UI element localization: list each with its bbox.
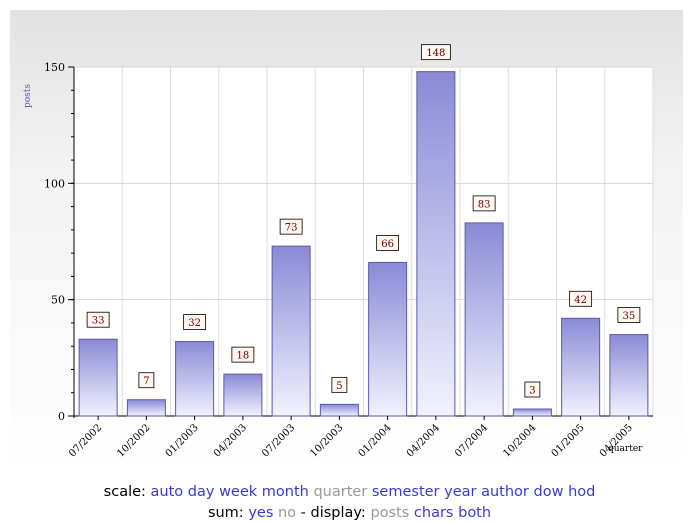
- bar-chart: 0 50 100 150 posts quarter 33 07/2002 7 10/2002 32…: [23, 44, 654, 459]
- bar: [126, 399, 166, 417]
- data-label: 18: [237, 351, 250, 362]
- scale-row: scale: auto day week month quarter semes…: [0, 482, 699, 503]
- data-label: 3: [529, 386, 535, 397]
- bar: [271, 245, 311, 417]
- data-label-box: [472, 195, 496, 212]
- data-label: 7: [143, 376, 149, 387]
- x-tick-label: 07/2004: [453, 422, 490, 459]
- scale-option-day[interactable]: day: [187, 484, 215, 500]
- sum-display-row: sum: yes no - display: posts chars both: [0, 503, 699, 524]
- scale-option-author[interactable]: author: [481, 484, 529, 500]
- bar: [368, 261, 408, 417]
- data-label: 35: [623, 311, 636, 322]
- data-label-box: [524, 381, 541, 398]
- display-option-posts: posts: [370, 505, 410, 521]
- sum-option-no: no: [277, 505, 297, 521]
- scale-label: scale:: [103, 484, 146, 500]
- x-axis-label: quarter: [608, 444, 643, 454]
- data-label-box: [617, 307, 641, 323]
- sum-label: sum:: [207, 505, 244, 521]
- x-tick-label: 10/2003: [308, 422, 345, 459]
- grid: [73, 66, 654, 417]
- scale-options: auto day week month quarter semester yea…: [151, 484, 596, 500]
- bar: [175, 341, 215, 417]
- y-tick-label: 50: [51, 294, 65, 307]
- display-option-both[interactable]: both: [458, 505, 492, 521]
- scale-option-quarter: quarter: [313, 484, 368, 500]
- data-label: 148: [426, 48, 445, 59]
- sum-options: yes no: [248, 505, 300, 521]
- y-tick-label: 150: [44, 61, 65, 74]
- display-label: display:: [310, 505, 366, 521]
- x-tick-label: 10/2002: [115, 422, 152, 459]
- x-tick-label: 07/2003: [260, 422, 297, 459]
- bar: [512, 408, 552, 417]
- display-options: posts chars both: [370, 505, 491, 521]
- y-tick-label: 100: [44, 177, 65, 190]
- data-label-box: [231, 346, 255, 363]
- scale-option-hod[interactable]: hod: [568, 484, 596, 500]
- scale-option-week[interactable]: week: [219, 484, 258, 500]
- data-label: 83: [478, 199, 491, 210]
- data-label: 5: [336, 381, 342, 392]
- bar: [609, 334, 649, 417]
- data-label-box: [279, 218, 303, 235]
- scale-option-dow[interactable]: dow: [533, 484, 564, 500]
- bar: [416, 71, 456, 417]
- x-tick-label: 07/2002: [67, 422, 104, 459]
- data-label-box: [138, 372, 155, 389]
- x-tick-label: 01/2005: [550, 422, 587, 459]
- data-label: 33: [92, 316, 105, 327]
- x-tick-label: 01/2004: [357, 422, 394, 459]
- bar: [319, 403, 359, 417]
- bar: [561, 317, 601, 417]
- scale-option-month[interactable]: month: [261, 484, 309, 500]
- data-label-box: [183, 314, 207, 330]
- x-tick-label: 04/2003: [212, 422, 249, 459]
- data-label-box: [86, 311, 110, 328]
- y-tick-label: 0: [58, 410, 65, 423]
- bar: [464, 222, 504, 417]
- bar: [78, 338, 118, 417]
- bar: [223, 373, 263, 417]
- sum-option-yes[interactable]: yes: [248, 505, 274, 521]
- scale-option-year[interactable]: year: [444, 484, 477, 500]
- data-label-box: [331, 376, 348, 393]
- data-label: 73: [285, 223, 298, 234]
- x-tick-label: 04/2004: [405, 422, 442, 459]
- x-tick-label: 10/2004: [501, 422, 538, 459]
- chart-controls: scale: auto day week month quarter semes…: [0, 482, 699, 524]
- data-label-box: [420, 44, 451, 61]
- data-label: 42: [574, 295, 587, 306]
- scale-option-auto[interactable]: auto: [150, 484, 184, 500]
- display-option-chars[interactable]: chars: [413, 505, 454, 521]
- data-label: 66: [381, 239, 394, 250]
- data-label: 32: [188, 318, 201, 329]
- scale-option-semester[interactable]: semester: [371, 484, 440, 500]
- separator: -: [300, 505, 306, 521]
- x-tick-label: 01/2003: [164, 422, 201, 459]
- data-label-box: [569, 290, 593, 307]
- data-label-box: [376, 235, 400, 251]
- y-axis-label: posts: [23, 84, 33, 108]
